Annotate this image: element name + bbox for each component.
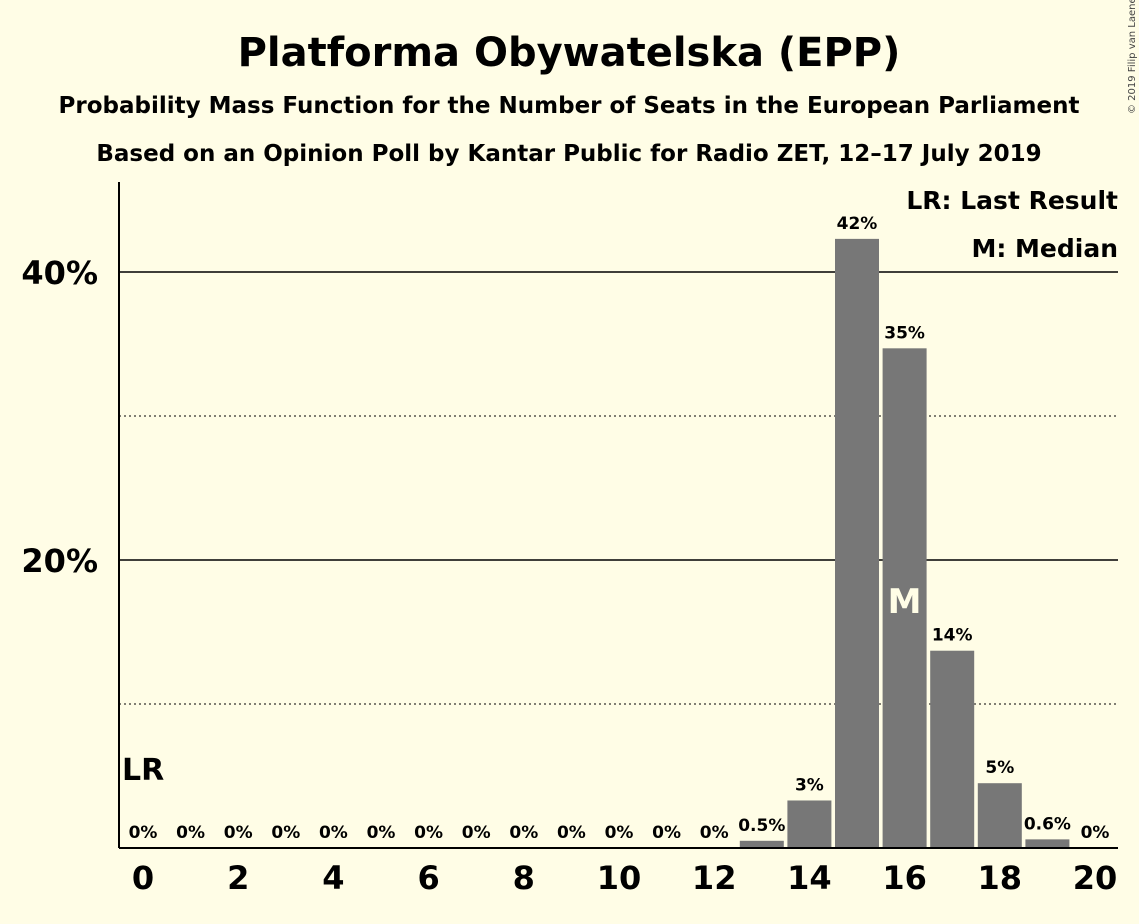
bar-label-8: 0% (509, 823, 538, 843)
bar-label-10: 0% (605, 823, 634, 843)
bar-label-12: 0% (700, 823, 729, 843)
chart-subtitle-2: Based on an Opinion Poll by Kantar Publi… (96, 141, 1041, 167)
bar-14 (787, 800, 832, 848)
x-tick-label-20: 20 (1073, 859, 1118, 897)
bar-label-18: 5% (985, 758, 1014, 778)
x-tick-label-6: 6 (417, 859, 439, 897)
x-axis-ticks: 0 2 4 6 8 10 12 14 16 18 20 (132, 859, 1117, 897)
gridlines (119, 271, 1118, 705)
bar-16 (882, 348, 927, 848)
bar-label-11: 0% (652, 823, 681, 843)
bar-label-9: 0% (557, 823, 586, 843)
x-tick-label-4: 4 (322, 859, 344, 897)
bar-label-1: 0% (176, 823, 205, 843)
bar-label-20: 0% (1081, 823, 1110, 843)
median-marker: M (888, 582, 922, 622)
last-result-marker: LR (122, 753, 164, 788)
bar-label-3: 0% (271, 823, 300, 843)
bar-label-15: 42% (837, 214, 878, 234)
bar-label-5: 0% (367, 823, 396, 843)
copyright-credit: © 2019 Filip van Laenen (1127, 0, 1138, 114)
x-tick-label-8: 8 (513, 859, 535, 897)
y-tick-label-1: 40% (21, 254, 98, 292)
x-tick-label-0: 0 (132, 859, 154, 897)
bar-19 (1025, 839, 1070, 848)
chart-subtitle-1: Probability Mass Function for the Number… (59, 93, 1080, 119)
y-tick-label-0: 20% (21, 542, 98, 580)
bar-label-16: 35% (884, 323, 925, 343)
x-tick-label-10: 10 (597, 859, 642, 897)
bar-label-2: 0% (224, 823, 253, 843)
x-tick-label-2: 2 (227, 859, 249, 897)
bar-label-0: 0% (129, 823, 158, 843)
bar-label-14: 3% (795, 775, 824, 795)
bar-label-6: 0% (414, 823, 443, 843)
bar-label-4: 0% (319, 823, 348, 843)
bar-label-19: 0.6% (1024, 814, 1071, 834)
bar-18 (977, 783, 1022, 848)
legend-median: M: Median (971, 234, 1118, 263)
bar-13 (739, 840, 784, 848)
y-axis-ticks: 20% 40% (21, 254, 98, 580)
x-tick-label-12: 12 (692, 859, 737, 897)
bar-label-13: 0.5% (738, 816, 785, 836)
bar-label-17: 14% (932, 626, 973, 646)
bar-labels: 0% 0% 0% 0% 0% 0% 0% 0% 0% 0% 0% 0% 0% 0.5% 3% 42% 35% 14… (129, 214, 1110, 843)
bar-15 (835, 238, 879, 848)
x-tick-label-16: 16 (882, 859, 927, 897)
bar-17 (930, 650, 975, 848)
bars (739, 238, 1070, 848)
bar-label-7: 0% (462, 823, 491, 843)
x-tick-label-14: 14 (787, 859, 832, 897)
x-tick-label-18: 18 (978, 859, 1023, 897)
legend-last-result: LR: Last Result (906, 186, 1118, 215)
chart-title: Platforma Obywatelska (EPP) (238, 30, 901, 76)
